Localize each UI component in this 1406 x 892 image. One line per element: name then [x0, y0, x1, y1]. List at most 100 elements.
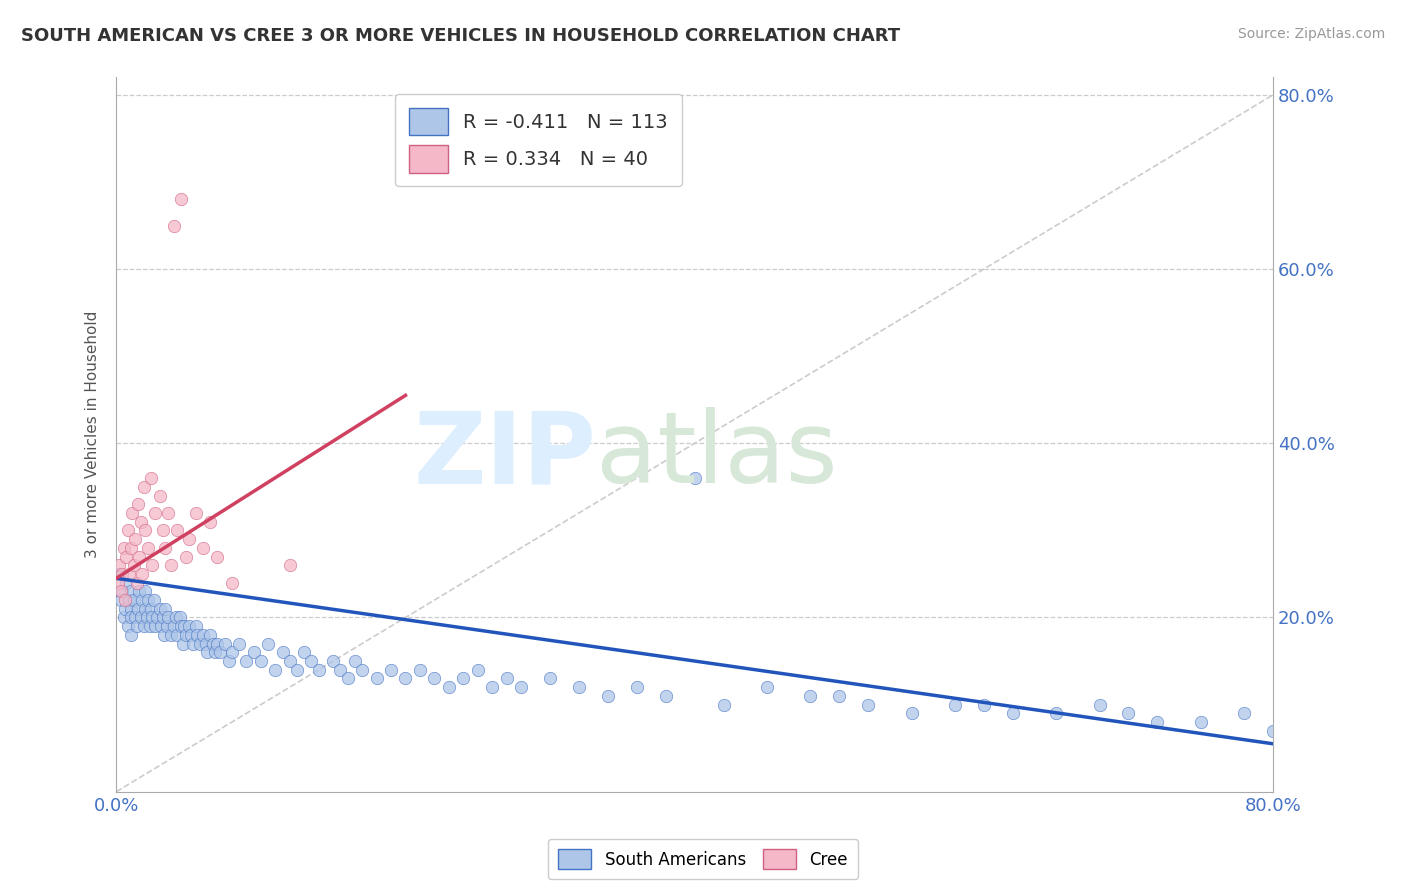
Point	[336, 672, 359, 686]
Point	[165, 610, 187, 624]
Point	[292, 645, 315, 659]
Point	[166, 524, 188, 538]
Point	[111, 584, 134, 599]
Point	[278, 654, 301, 668]
Point	[285, 663, 308, 677]
Point	[409, 663, 432, 677]
Point	[163, 619, 186, 633]
Point	[228, 637, 250, 651]
Point	[134, 601, 156, 615]
Point	[114, 593, 136, 607]
Point	[170, 193, 193, 207]
Point	[177, 532, 200, 546]
Point	[124, 532, 146, 546]
Point	[221, 575, 243, 590]
Point	[142, 593, 165, 607]
Point	[278, 558, 301, 573]
Point	[136, 593, 159, 607]
Point	[141, 610, 163, 624]
Point	[118, 593, 141, 607]
Point	[683, 471, 706, 485]
Point	[177, 619, 200, 633]
Point	[141, 558, 163, 573]
Y-axis label: 3 or more Vehicles in Household: 3 or more Vehicles in Household	[86, 311, 100, 558]
Point	[112, 610, 135, 624]
Point	[264, 663, 287, 677]
Point	[120, 584, 142, 599]
Point	[127, 497, 149, 511]
Point	[1189, 714, 1212, 729]
Point	[204, 645, 226, 659]
Point	[135, 610, 157, 624]
Point	[755, 680, 778, 694]
Point	[160, 628, 183, 642]
Point	[209, 645, 232, 659]
Point	[568, 680, 591, 694]
Point	[308, 663, 330, 677]
Point	[111, 566, 134, 581]
Point	[467, 663, 489, 677]
Point	[152, 524, 174, 538]
Point	[129, 610, 152, 624]
Point	[156, 619, 179, 633]
Point	[329, 663, 352, 677]
Point	[943, 698, 966, 712]
Point	[134, 584, 156, 599]
Point	[129, 515, 152, 529]
Point	[139, 601, 162, 615]
Point	[654, 689, 676, 703]
Point	[120, 610, 142, 624]
Point	[108, 566, 131, 581]
Point	[242, 645, 264, 659]
Point	[110, 584, 132, 599]
Point	[174, 549, 197, 564]
Point	[257, 637, 280, 651]
Point	[127, 601, 149, 615]
Point	[172, 637, 194, 651]
Point	[200, 515, 222, 529]
Point	[973, 698, 995, 712]
Text: SOUTH AMERICAN VS CREE 3 OR MORE VEHICLES IN HOUSEHOLD CORRELATION CHART: SOUTH AMERICAN VS CREE 3 OR MORE VEHICLE…	[21, 27, 900, 45]
Point	[188, 637, 211, 651]
Point	[152, 610, 174, 624]
Point	[180, 628, 202, 642]
Point	[145, 610, 167, 624]
Point	[221, 645, 243, 659]
Point	[343, 654, 366, 668]
Point	[153, 628, 176, 642]
Point	[120, 601, 142, 615]
Point	[1045, 706, 1067, 721]
Point	[250, 654, 273, 668]
Point	[195, 645, 218, 659]
Point	[626, 680, 648, 694]
Point	[169, 610, 191, 624]
Point	[118, 566, 141, 581]
Point	[114, 601, 136, 615]
Point	[828, 689, 851, 703]
Point	[352, 663, 374, 677]
Point	[125, 575, 148, 590]
Point	[423, 672, 446, 686]
Point	[191, 541, 214, 555]
Point	[108, 558, 131, 573]
Point	[124, 610, 146, 624]
Point	[900, 706, 922, 721]
Point	[112, 541, 135, 555]
Point	[122, 593, 145, 607]
Point	[131, 593, 153, 607]
Point	[394, 672, 416, 686]
Point	[1118, 706, 1140, 721]
Point	[115, 549, 138, 564]
Point	[157, 506, 180, 520]
Point	[538, 672, 561, 686]
Point	[134, 524, 156, 538]
Point	[510, 680, 533, 694]
Point	[207, 549, 229, 564]
Point	[120, 541, 142, 555]
Legend: R = -0.411   N = 113, R = 0.334   N = 40: R = -0.411 N = 113, R = 0.334 N = 40	[395, 95, 682, 186]
Point	[1088, 698, 1111, 712]
Point	[181, 637, 204, 651]
Point	[301, 654, 323, 668]
Point	[214, 637, 236, 651]
Point	[149, 601, 172, 615]
